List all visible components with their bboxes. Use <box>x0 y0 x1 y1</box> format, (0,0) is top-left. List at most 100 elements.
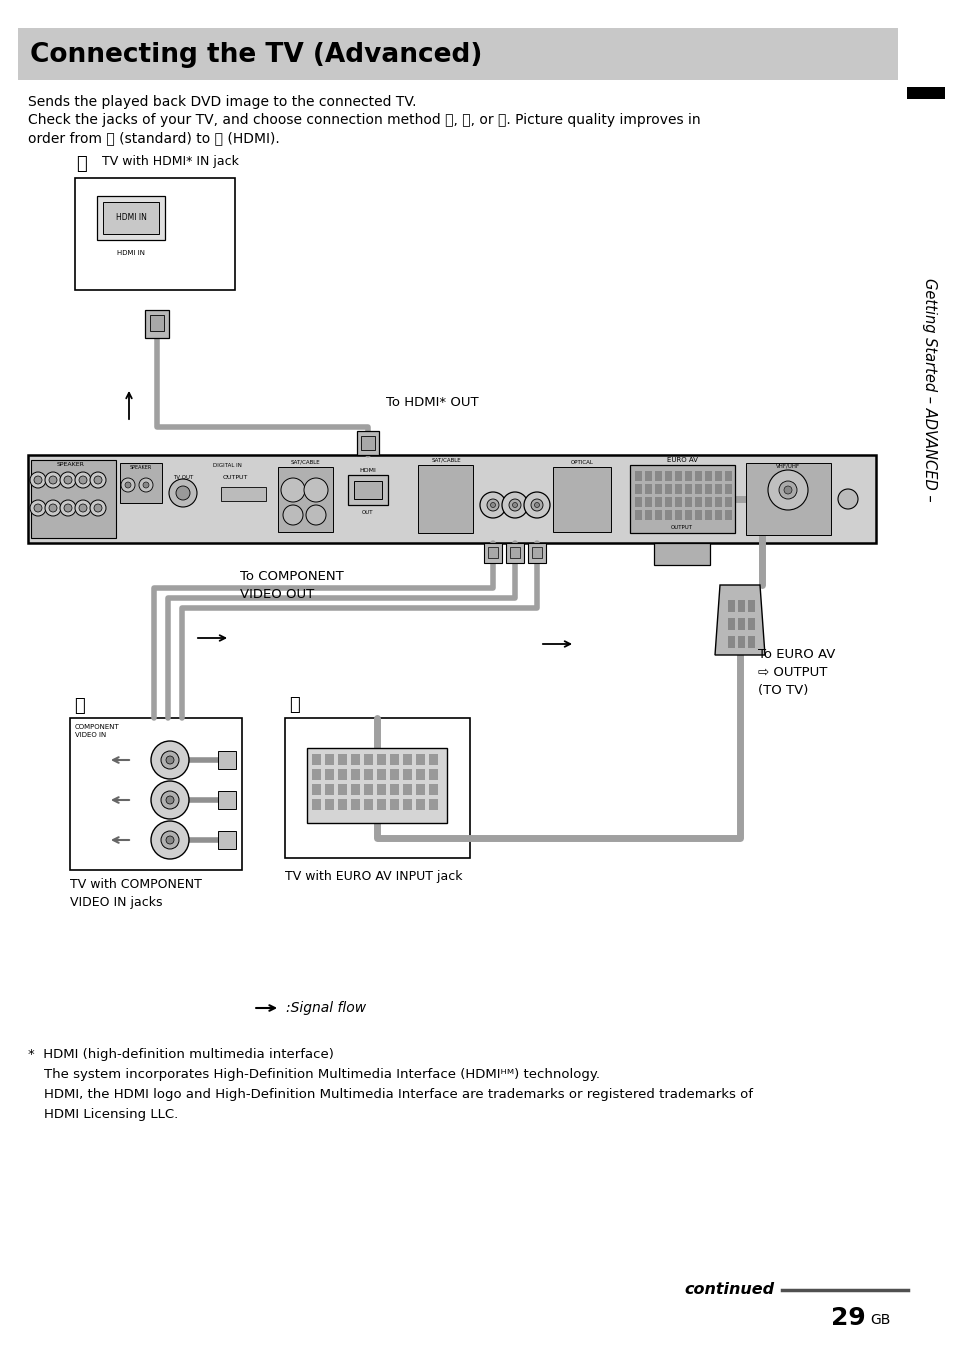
FancyBboxPatch shape <box>75 178 234 289</box>
FancyBboxPatch shape <box>103 201 159 234</box>
Text: To HDMI* OUT: To HDMI* OUT <box>386 396 478 410</box>
FancyBboxPatch shape <box>695 484 701 493</box>
Text: HDMI IN: HDMI IN <box>115 214 146 223</box>
FancyBboxPatch shape <box>390 754 398 765</box>
FancyBboxPatch shape <box>635 484 641 493</box>
Text: Sends the played back DVD image to the connected TV.: Sends the played back DVD image to the c… <box>28 95 416 110</box>
Circle shape <box>486 499 498 511</box>
Circle shape <box>60 500 76 516</box>
FancyBboxPatch shape <box>655 510 661 521</box>
FancyBboxPatch shape <box>364 799 373 810</box>
Circle shape <box>304 479 328 502</box>
Text: Check the jacks of your TV, and choose connection method Ⓐ, Ⓑ, or Ⓒ. Picture qua: Check the jacks of your TV, and choose c… <box>28 114 700 127</box>
FancyBboxPatch shape <box>644 470 651 481</box>
FancyBboxPatch shape <box>724 510 731 521</box>
Text: SPEAKER: SPEAKER <box>130 465 152 470</box>
FancyBboxPatch shape <box>532 548 541 558</box>
FancyBboxPatch shape <box>747 600 754 612</box>
FancyBboxPatch shape <box>429 754 437 765</box>
FancyBboxPatch shape <box>654 544 709 565</box>
Text: OUTPUT: OUTPUT <box>223 475 248 480</box>
Circle shape <box>151 781 189 819</box>
Circle shape <box>30 500 46 516</box>
Text: :Signal flow: :Signal flow <box>286 1000 366 1015</box>
Text: Getting Started – ADVANCED –: Getting Started – ADVANCED – <box>922 279 937 502</box>
FancyBboxPatch shape <box>348 475 388 506</box>
Polygon shape <box>714 585 764 654</box>
FancyBboxPatch shape <box>527 544 545 562</box>
FancyBboxPatch shape <box>429 769 437 780</box>
Text: order from Ⓐ (standard) to Ⓒ (HDMI).: order from Ⓐ (standard) to Ⓒ (HDMI). <box>28 131 279 145</box>
FancyBboxPatch shape <box>747 635 754 648</box>
Text: (TO TV): (TO TV) <box>758 684 807 698</box>
FancyBboxPatch shape <box>30 460 116 538</box>
Text: Ⓐ: Ⓐ <box>290 696 300 714</box>
Circle shape <box>169 479 196 507</box>
FancyBboxPatch shape <box>337 769 347 780</box>
Text: VHF/UHF: VHF/UHF <box>775 462 800 468</box>
FancyBboxPatch shape <box>402 754 412 765</box>
Circle shape <box>283 506 303 525</box>
FancyBboxPatch shape <box>655 498 661 507</box>
FancyBboxPatch shape <box>325 799 334 810</box>
Text: TV OUT: TV OUT <box>172 475 193 480</box>
Text: Ⓑ: Ⓑ <box>74 698 85 715</box>
Text: OUTPUT: OUTPUT <box>670 525 692 530</box>
Text: OPTICAL: OPTICAL <box>570 460 593 465</box>
Circle shape <box>34 476 42 484</box>
Circle shape <box>143 483 149 488</box>
Circle shape <box>45 472 61 488</box>
FancyBboxPatch shape <box>325 769 334 780</box>
Text: The system incorporates High-Definition Multimedia Interface (HDMIᴴᴹ) technology: The system incorporates High-Definition … <box>44 1068 599 1082</box>
Text: VIDEO IN: VIDEO IN <box>75 731 106 738</box>
Circle shape <box>75 472 91 488</box>
Circle shape <box>479 492 505 518</box>
FancyBboxPatch shape <box>704 484 711 493</box>
Circle shape <box>509 499 520 511</box>
FancyBboxPatch shape <box>714 510 721 521</box>
Circle shape <box>783 485 791 493</box>
Text: VIDEO IN jacks: VIDEO IN jacks <box>70 896 162 909</box>
FancyBboxPatch shape <box>351 754 359 765</box>
Text: HDMI, the HDMI logo and High-Definition Multimedia Interface are trademarks or r: HDMI, the HDMI logo and High-Definition … <box>44 1088 752 1101</box>
Circle shape <box>79 476 87 484</box>
FancyBboxPatch shape <box>629 465 734 533</box>
FancyBboxPatch shape <box>402 799 412 810</box>
Circle shape <box>79 504 87 512</box>
FancyBboxPatch shape <box>356 431 378 456</box>
FancyBboxPatch shape <box>704 470 711 481</box>
Text: SPEAKER: SPEAKER <box>57 462 85 466</box>
FancyBboxPatch shape <box>337 784 347 795</box>
FancyBboxPatch shape <box>402 784 412 795</box>
FancyBboxPatch shape <box>429 799 437 810</box>
Text: Connecting the TV (Advanced): Connecting the TV (Advanced) <box>30 42 482 68</box>
FancyBboxPatch shape <box>145 310 169 338</box>
FancyBboxPatch shape <box>351 799 359 810</box>
FancyBboxPatch shape <box>655 470 661 481</box>
FancyBboxPatch shape <box>417 465 473 533</box>
FancyBboxPatch shape <box>120 462 162 503</box>
FancyBboxPatch shape <box>376 769 386 780</box>
Circle shape <box>94 476 102 484</box>
Circle shape <box>161 750 179 769</box>
FancyBboxPatch shape <box>644 484 651 493</box>
Text: Ⓒ: Ⓒ <box>76 155 88 173</box>
FancyBboxPatch shape <box>664 484 671 493</box>
FancyBboxPatch shape <box>906 87 944 99</box>
FancyBboxPatch shape <box>727 600 734 612</box>
Circle shape <box>166 796 173 804</box>
FancyBboxPatch shape <box>635 470 641 481</box>
Text: HDMI Licensing LLC.: HDMI Licensing LLC. <box>44 1109 178 1121</box>
Circle shape <box>121 479 135 492</box>
FancyBboxPatch shape <box>714 498 721 507</box>
FancyBboxPatch shape <box>695 510 701 521</box>
Text: 29: 29 <box>830 1306 865 1330</box>
Text: To COMPONENT: To COMPONENT <box>240 571 343 583</box>
FancyBboxPatch shape <box>416 754 424 765</box>
FancyBboxPatch shape <box>664 498 671 507</box>
FancyBboxPatch shape <box>70 718 242 869</box>
Text: TV with EURO AV INPUT jack: TV with EURO AV INPUT jack <box>285 869 462 883</box>
FancyBboxPatch shape <box>684 498 691 507</box>
FancyBboxPatch shape <box>364 754 373 765</box>
Text: DIGITAL IN: DIGITAL IN <box>213 462 242 468</box>
